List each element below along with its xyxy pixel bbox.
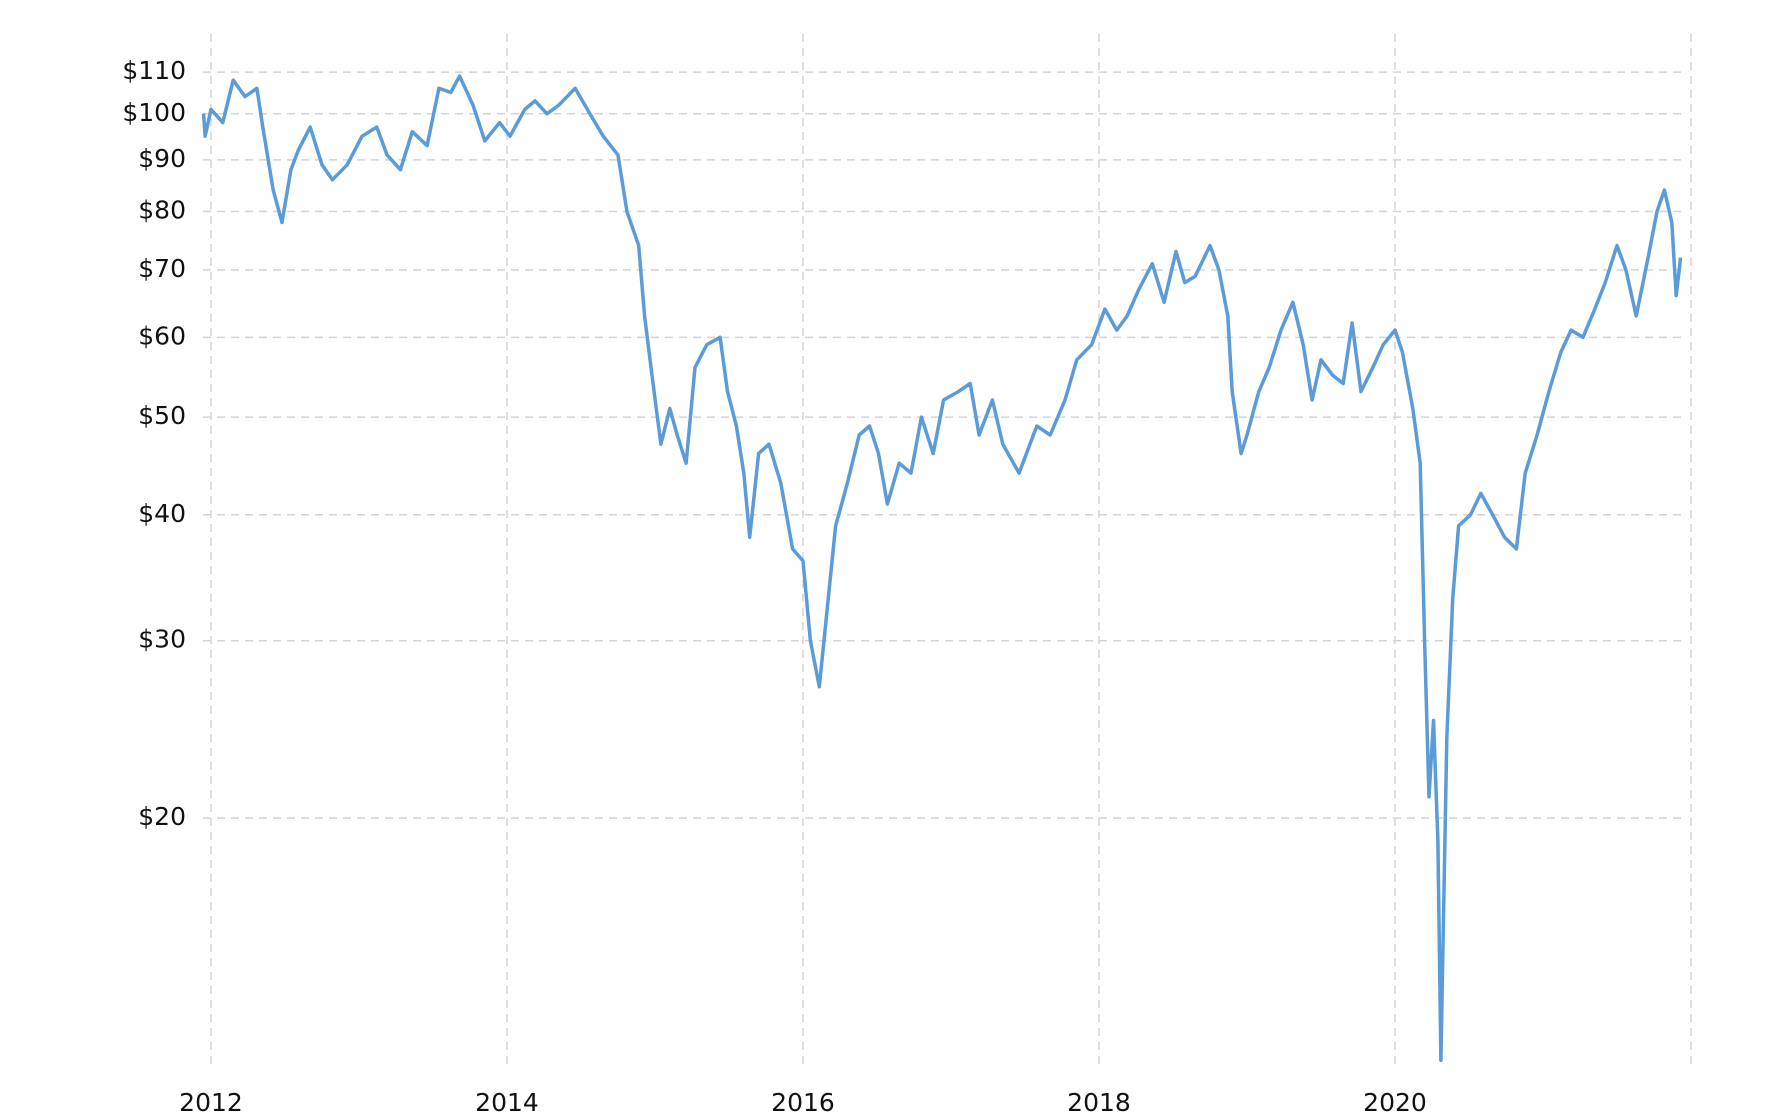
x-tick-label: 2018 (1067, 1088, 1131, 1117)
x-tick-label: 2020 (1363, 1088, 1427, 1117)
y-tick-label: $70 (138, 254, 186, 283)
y-tick-label: $80 (138, 195, 186, 224)
y-tick-label: $30 (138, 625, 186, 654)
x-tick-label: 2014 (475, 1088, 539, 1117)
y-tick-label: $20 (138, 802, 186, 831)
y-tick-label: $100 (122, 98, 186, 127)
y-tick-label: $40 (138, 499, 186, 528)
y-tick-label: $90 (138, 144, 186, 173)
y-tick-label: $110 (122, 56, 186, 85)
price-line (201, 74, 1683, 1063)
x-tick-label: 2012 (179, 1088, 243, 1117)
x-tick-label: 2016 (771, 1088, 835, 1117)
y-tick-label: $50 (138, 401, 186, 430)
y-tick-label: $60 (138, 321, 186, 350)
